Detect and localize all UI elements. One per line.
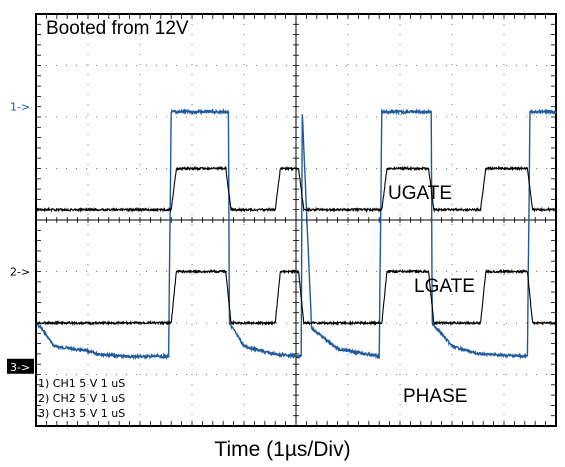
- trace-lgate: [35, 268, 557, 327]
- channel-marker-1: 1->: [10, 101, 30, 114]
- channel-marker-2: 2->: [10, 266, 30, 279]
- x-axis-label: Time (1µs/Div): [214, 438, 351, 461]
- channel-setting-3: 3) CH3 5 V 1 uS: [38, 407, 125, 420]
- channel-marker-bg: [7, 358, 34, 374]
- channel-setting-1: 1) CH1 5 V 1 uS: [38, 377, 125, 390]
- oscilloscope-plot: 1-> 2-> 3-> Booted from 12V UGATE LGATE PH…: [7, 13, 557, 427]
- chart-title: Booted from 12V: [46, 18, 189, 39]
- channel-markers: 1-> 2-> 3->: [7, 101, 34, 374]
- channel-marker-3: 3->: [10, 361, 30, 374]
- trace-ugate: [35, 107, 557, 361]
- series-label-lgate: LGATE: [414, 276, 475, 297]
- trace-phase: [35, 165, 557, 213]
- channel-setting-2: 2) CH2 5 V 1 uS: [38, 392, 125, 405]
- traces: [35, 107, 557, 361]
- series-label-ugate: UGATE: [388, 183, 452, 204]
- series-label-phase: PHASE: [403, 386, 467, 407]
